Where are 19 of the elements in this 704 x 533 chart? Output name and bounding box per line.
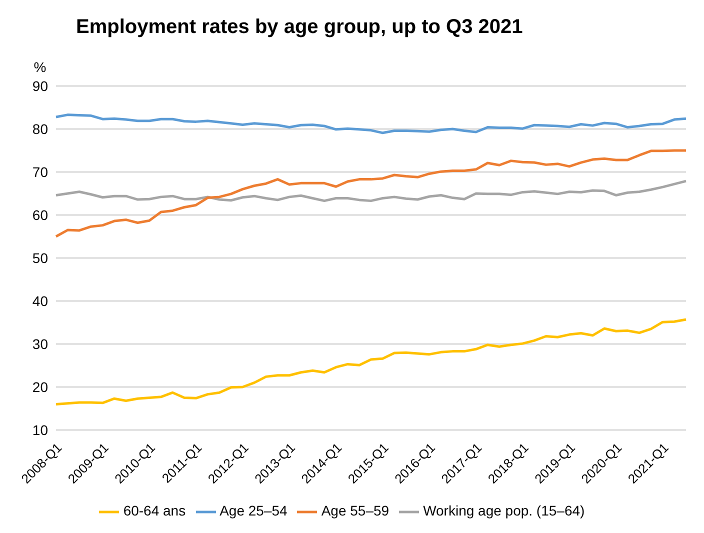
chart-title: Employment rates by age group, up to Q3 2021 [75,15,524,40]
line-series [54,318,688,406]
y-tick-label: 80 [32,120,48,137]
legend-label: Age 55–59 [321,502,390,519]
y-axis-title: % [34,59,46,75]
line-series [54,180,688,202]
legend-label: 60-64 ans [123,502,186,519]
y-tick-label: 70 [32,164,48,180]
y-tick-label: 90 [32,78,48,94]
y-tick-label: 30 [32,336,48,352]
y-tick-label: 40 [32,292,48,309]
y-tick-label: 50 [32,250,48,266]
line-series [54,114,688,134]
line-series [54,149,688,238]
legend-label: Working age pop. (15–64) [423,502,585,519]
legend-label: Age 25–54 [220,502,288,519]
y-tick-label: 10 [32,422,48,438]
y-tick-label: 20 [32,378,48,395]
y-tick-label: 60 [32,206,48,223]
